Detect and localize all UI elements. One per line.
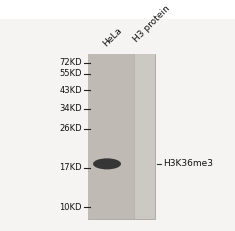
Text: 17KD: 17KD (59, 163, 82, 172)
Text: H3 protein: H3 protein (132, 4, 172, 44)
Text: 72KD: 72KD (59, 58, 82, 67)
Bar (88, 54, 155, 219)
Ellipse shape (93, 158, 121, 169)
Bar (88, 18, 155, 54)
Bar (155, 18, 235, 231)
Bar (88, 219, 155, 231)
Text: H3K36me3: H3K36me3 (163, 159, 213, 168)
Bar (88, 54, 134, 219)
Text: 34KD: 34KD (59, 104, 82, 113)
Bar (134, 54, 155, 219)
Bar (0, 18, 88, 231)
Text: 43KD: 43KD (59, 86, 82, 95)
Text: HeLa: HeLa (102, 25, 124, 48)
Text: 10KD: 10KD (59, 203, 82, 212)
Text: 26KD: 26KD (59, 125, 82, 134)
Text: 55KD: 55KD (59, 69, 82, 78)
